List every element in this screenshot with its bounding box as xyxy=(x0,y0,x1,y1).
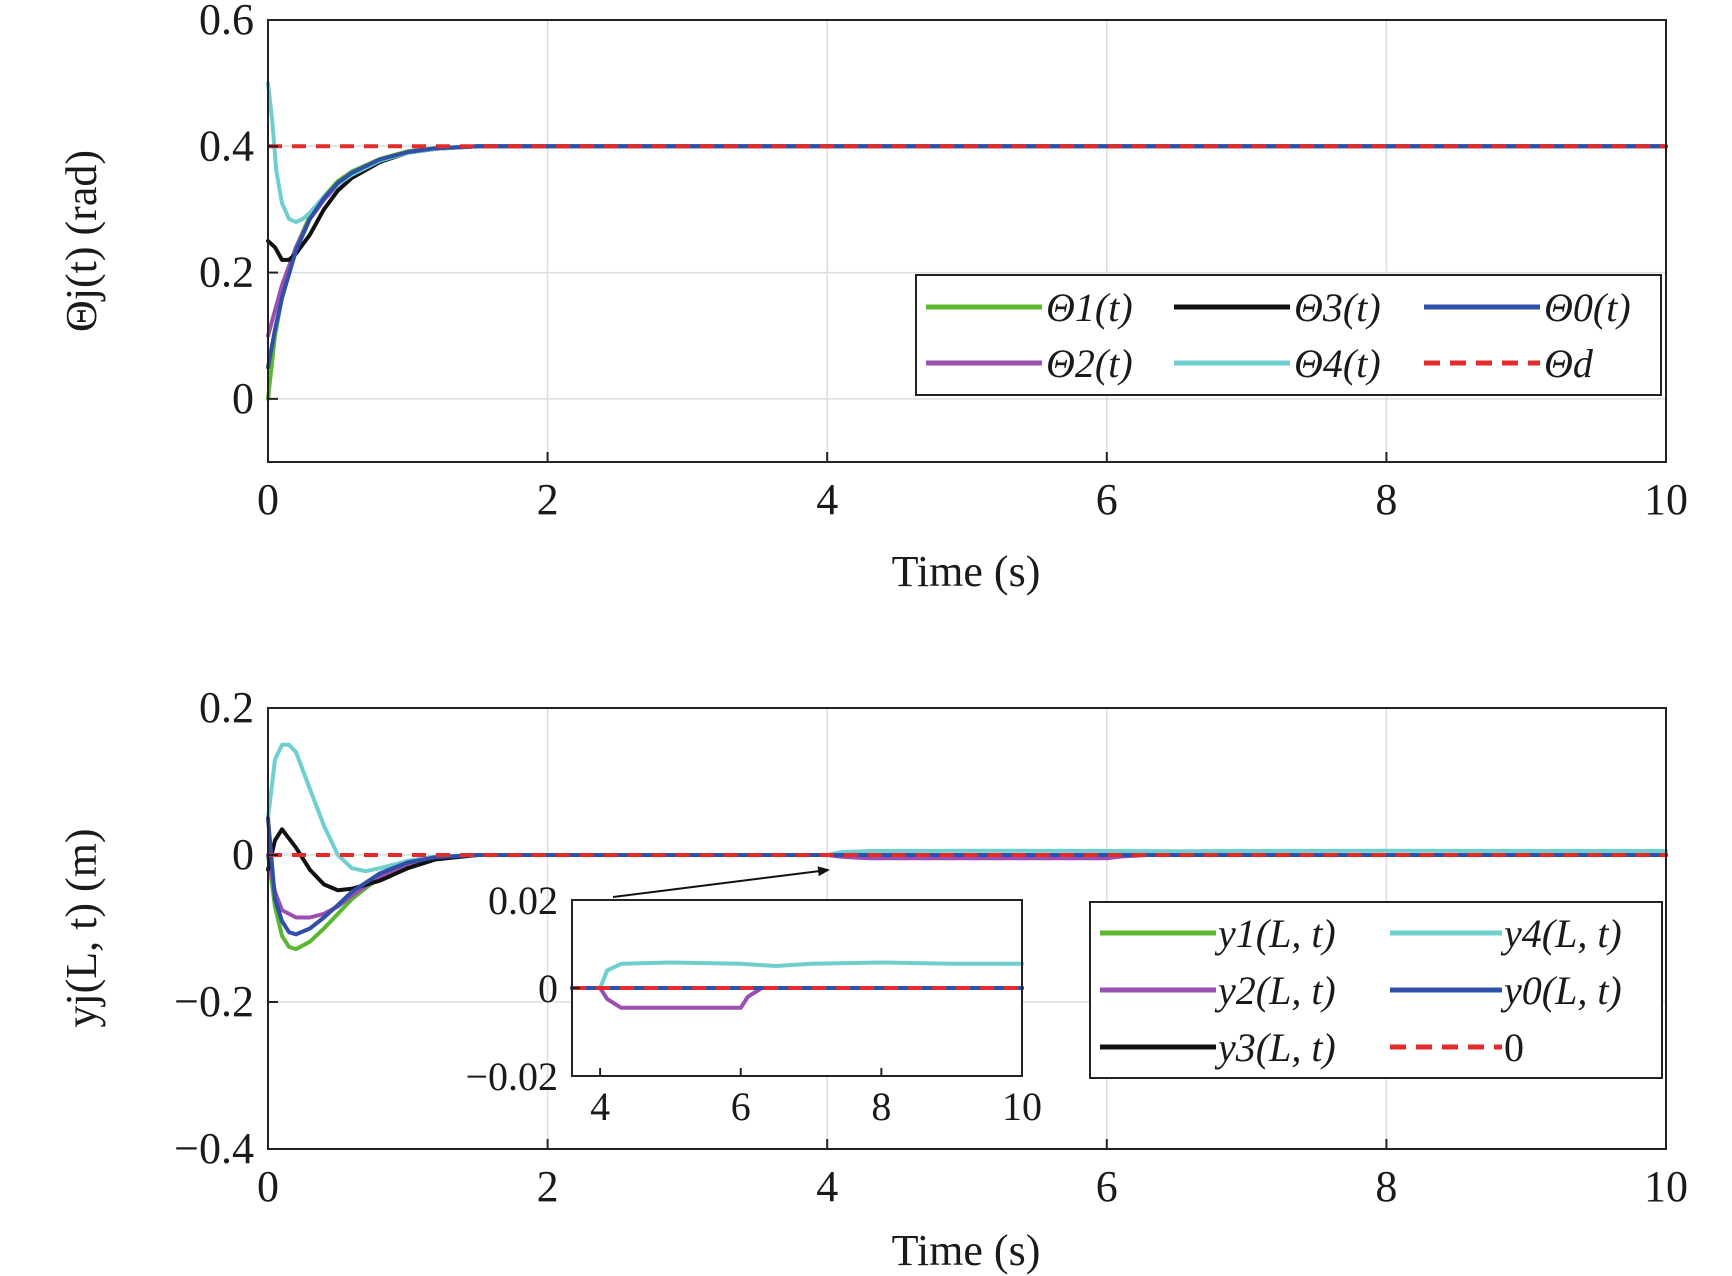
legend-label-y0: y0(L, t) xyxy=(1500,968,1622,1013)
legend-label-y1: y1(L, t) xyxy=(1214,911,1336,956)
legend-label-y3: y3(L, t) xyxy=(1214,1025,1336,1070)
y-plot-y-tick-label: 0.2 xyxy=(199,683,254,732)
y-plot-x-tick-label: 8 xyxy=(1375,1162,1397,1211)
inset-y-tick-label: −0.02 xyxy=(465,1054,558,1099)
y-plot-y-tick-label: −0.4 xyxy=(174,1124,254,1173)
legend-label-y4: y4(L, t) xyxy=(1500,911,1622,956)
theta-plot-frame xyxy=(267,19,1667,463)
y-plot-y-tick-label: 0 xyxy=(232,830,254,879)
legend-label-theta0: Θ0(t) xyxy=(1544,285,1631,330)
y-plot-y-tick-label: −0.2 xyxy=(174,977,254,1026)
theta-plot-legend: Θ1(t) Θ3(t) Θ0(t) Θ2(t) Θ4(t) Θd xyxy=(915,274,1662,396)
inset-x-tick-label: 8 xyxy=(871,1084,891,1129)
y-plot-x-tick-label: 4 xyxy=(816,1162,838,1211)
inset-x-tick-label: 10 xyxy=(1002,1084,1042,1129)
theta-plot-y-tick-label: 0.2 xyxy=(199,248,254,297)
y-plot-x-label: Time (s) xyxy=(892,1226,1041,1275)
y-plot-x-tick-label: 0 xyxy=(257,1162,279,1211)
inset-y-ticks: −0.02 0 0.02 xyxy=(465,878,580,1099)
legend-label-y2: y2(L, t) xyxy=(1214,968,1336,1013)
y-plot-inset: 4 6 8 10 −0.02 0 0.02 xyxy=(465,878,1042,1129)
legend-label-theta1: Θ1(t) xyxy=(1046,285,1133,330)
y-plot-x-ticks: 0 2 4 6 8 10 xyxy=(257,1139,1688,1211)
theta-plot-y-ticks: 0 0.2 0.4 0.6 xyxy=(199,0,278,423)
y-plot-y-label: yj(L, t) (m) xyxy=(57,828,106,1027)
y-plot-frame xyxy=(267,707,1667,1150)
theta-plot-x-tick-label: 4 xyxy=(816,475,838,524)
theta-plot-y-tick-label: 0 xyxy=(232,374,254,423)
y-plot-x-tick-label: 10 xyxy=(1644,1162,1688,1211)
theta-plot-y-tick-label: 0.6 xyxy=(199,0,254,44)
legend-label-theta4: Θ4(t) xyxy=(1294,341,1381,386)
theta-plot-x-ticks: 0 2 4 6 8 10 xyxy=(257,452,1688,524)
inset-x-tick-label: 4 xyxy=(590,1084,610,1129)
y-plot: 0 2 4 6 8 10 −0.4−0.200.2 Time (s) yj(L, t) (… xyxy=(57,683,1688,1275)
inset-x-tick-label: 6 xyxy=(731,1084,751,1129)
theta-plot-x-tick-label: 6 xyxy=(1096,475,1118,524)
y-plot-x-tick-label: 6 xyxy=(1096,1162,1118,1211)
theta-plot-y-label: Θj(t) (rad) xyxy=(57,150,106,332)
theta-plot-x-label: Time (s) xyxy=(892,547,1041,596)
theta-plot-series xyxy=(266,81,1668,401)
inset-y-tick-label: 0 xyxy=(538,966,558,1011)
theta-plot-x-tick-label: 8 xyxy=(1375,475,1397,524)
theta-plot-x-tick-label: 0 xyxy=(257,475,279,524)
legend-label-zero: 0 xyxy=(1504,1025,1524,1070)
theta-plot-y-tick-label: 0.4 xyxy=(199,121,254,170)
y-plot-legend: y1(L, t) y4(L, t) y2(L, t) y0(L, t) y3(L… xyxy=(1089,901,1663,1079)
inset-series xyxy=(570,960,1024,1010)
inset-y-tick-label: 0.02 xyxy=(488,878,558,923)
theta-plot-x-tick-label: 2 xyxy=(537,475,559,524)
inset-x-ticks: 4 6 8 10 xyxy=(590,1068,1042,1129)
inset-series-3 xyxy=(570,960,1024,990)
legend-label-theta2: Θ2(t) xyxy=(1046,341,1133,386)
y-plot-series xyxy=(266,742,1668,952)
legend-label-theta-d: Θd xyxy=(1544,341,1594,386)
legend-label-theta3: Θ3(t) xyxy=(1294,285,1381,330)
y-plot-x-tick-label: 2 xyxy=(537,1162,559,1211)
theta-plot: 0 2 4 6 8 10 00.20.40.6 Time (s) Θj(t) (rad) … xyxy=(57,0,1688,596)
y-plot-y-ticks: −0.4 −0.2 0 0.2 xyxy=(174,683,278,1173)
zoom-arrow xyxy=(612,866,830,898)
theta-plot-x-tick-label: 10 xyxy=(1644,475,1688,524)
